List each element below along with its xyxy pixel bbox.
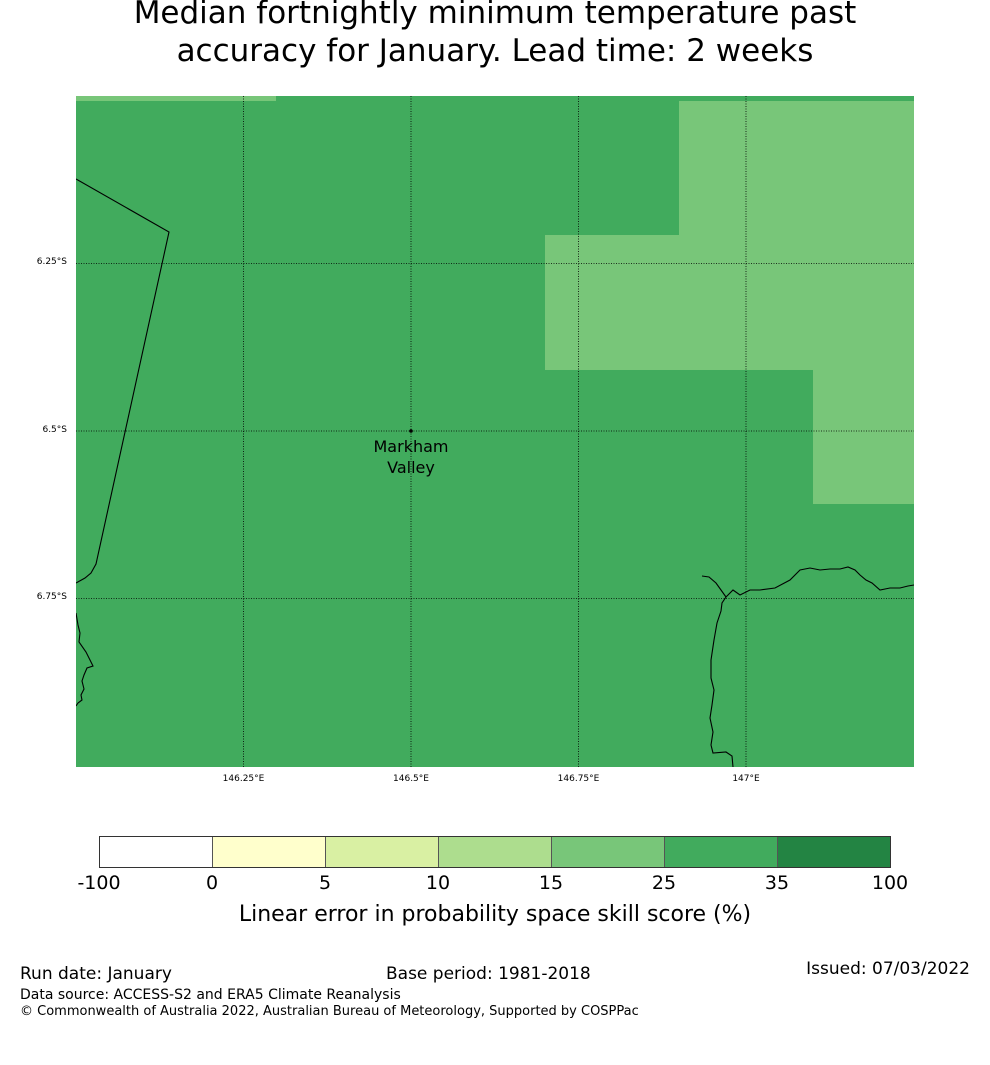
copyright: © Commonwealth of Australia 2022, Austra… xyxy=(20,1004,639,1019)
place-name-line-1: Markham xyxy=(373,437,449,456)
colorbar-label: Linear error in probability space skill … xyxy=(238,902,752,927)
colorbar-tick-label: 35 xyxy=(764,872,790,894)
colorbar-segment xyxy=(439,837,552,867)
colorbar-tick-label: 15 xyxy=(538,872,564,894)
coastlines xyxy=(76,178,914,767)
map-title: Median fortnightly minimum temperature p… xyxy=(0,0,990,70)
colorbar xyxy=(99,836,891,868)
skill-patch-right xyxy=(813,370,914,504)
colorbar-segment xyxy=(213,837,326,867)
colorbar-segment xyxy=(552,837,665,867)
skill-patch-top-left xyxy=(76,96,276,101)
colorbar-segment xyxy=(665,837,778,867)
coastline-east xyxy=(701,575,734,767)
title-line-2: accuracy for January. Lead time: 2 weeks xyxy=(176,33,814,69)
colorbar-segment xyxy=(100,837,213,867)
issued-date: Issued: 07/03/2022 xyxy=(806,959,970,979)
skill-patch-middle xyxy=(545,235,914,370)
data-source: Data source: ACCESS-S2 and ERA5 Climate … xyxy=(20,987,401,1003)
coastline-west xyxy=(76,612,94,707)
colorbar-tick-label: 5 xyxy=(318,872,332,894)
lat-tick-label: 6.75°S xyxy=(36,592,67,602)
skill-patch-top-right xyxy=(679,101,914,235)
colorbar-tick-label: 100 xyxy=(871,872,909,894)
coastline-east-shore xyxy=(725,566,914,598)
colorbar-tick-label: 25 xyxy=(651,872,677,894)
lat-tick-label: 6.25°S xyxy=(36,257,67,267)
run-date: Run date: January xyxy=(20,964,172,984)
colorbar-tick-label: 0 xyxy=(205,872,219,894)
lon-tick-label: 146.25°E xyxy=(222,774,265,784)
place-label-markham-valley: Markham Valley xyxy=(351,436,471,478)
title-line-1: Median fortnightly minimum temperature p… xyxy=(133,0,857,31)
colorbar-segment xyxy=(326,837,439,867)
lon-tick-label: 147°E xyxy=(732,774,760,784)
border-line-west xyxy=(76,178,170,584)
colorbar-tick-label: 10 xyxy=(425,872,451,894)
colorbar-segment xyxy=(778,837,890,867)
colorbar-tick-label: -100 xyxy=(77,872,121,894)
place-marker xyxy=(409,429,413,433)
lat-tick-label: 6.5°S xyxy=(42,425,67,435)
place-name-line-2: Valley xyxy=(387,458,435,477)
base-period: Base period: 1981-2018 xyxy=(386,964,591,984)
lon-tick-label: 146.5°E xyxy=(393,774,429,784)
lon-tick-label: 146.75°E xyxy=(557,774,600,784)
